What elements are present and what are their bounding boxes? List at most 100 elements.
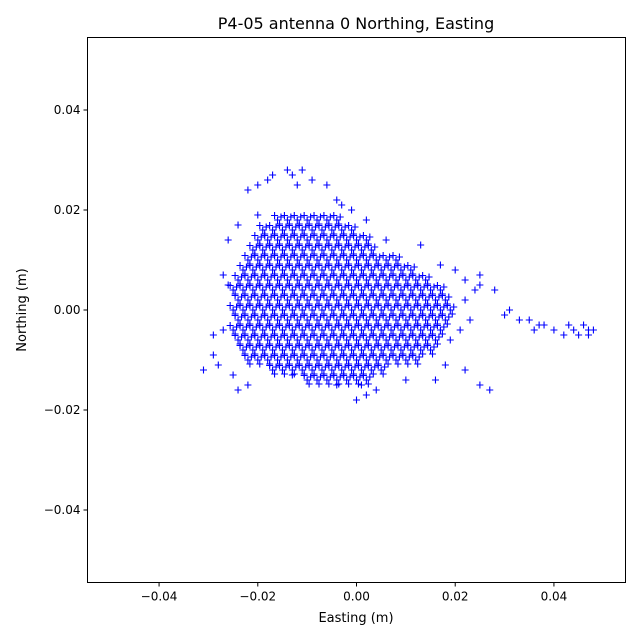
data-point — [302, 223, 310, 231]
data-point — [343, 256, 351, 264]
data-point — [307, 273, 315, 281]
data-point — [290, 252, 298, 259]
data-point — [302, 263, 310, 271]
data-point — [256, 322, 264, 329]
data-point — [346, 293, 354, 301]
data-point — [272, 303, 280, 311]
data-point — [392, 336, 400, 344]
data-point — [335, 322, 343, 329]
data-point — [433, 282, 441, 289]
data-point — [341, 323, 349, 331]
data-point — [297, 293, 305, 301]
data-point — [379, 252, 387, 259]
data-point — [293, 236, 301, 244]
data-point — [276, 282, 284, 289]
data-point — [292, 263, 300, 271]
data-point — [391, 323, 399, 331]
data-point — [333, 216, 341, 224]
data-point — [325, 302, 333, 309]
data-point — [280, 212, 288, 219]
data-point — [412, 356, 420, 364]
data-point — [395, 333, 403, 341]
data-point — [399, 272, 407, 279]
data-point — [362, 296, 370, 304]
data-point — [348, 306, 356, 314]
data-point — [364, 362, 372, 369]
data-point — [328, 366, 336, 374]
data-point — [374, 322, 382, 329]
data-point — [407, 346, 415, 354]
data-point — [351, 363, 359, 371]
data-point — [257, 273, 265, 281]
data-point — [433, 302, 441, 309]
data-point — [300, 312, 308, 319]
data-point — [350, 332, 358, 339]
data-point — [366, 353, 374, 361]
data-point — [277, 213, 285, 221]
data-point — [233, 283, 241, 291]
data-point — [415, 293, 423, 301]
data-point — [436, 326, 444, 334]
data-point — [305, 262, 313, 269]
data-point — [302, 283, 310, 291]
data-point — [441, 316, 449, 324]
data-point — [290, 292, 298, 299]
data-point — [362, 376, 370, 384]
data-point — [315, 380, 323, 388]
data-point — [313, 276, 321, 284]
data-point — [412, 296, 420, 304]
data-point — [259, 306, 267, 314]
data-point — [277, 333, 285, 341]
data-point — [394, 342, 402, 349]
data-point — [366, 373, 374, 381]
data-point — [313, 316, 321, 324]
data-point — [307, 253, 315, 261]
data-point — [353, 396, 360, 404]
data-point — [340, 232, 348, 239]
data-point — [272, 343, 280, 351]
data-point — [233, 323, 241, 331]
data-point — [353, 296, 360, 304]
data-point — [356, 273, 364, 281]
data-point — [328, 226, 336, 234]
data-point — [364, 322, 372, 329]
data-point — [435, 313, 443, 321]
data-point — [387, 306, 395, 314]
data-point — [234, 296, 242, 304]
data-point — [420, 283, 428, 291]
data-point — [345, 322, 353, 329]
data-point — [359, 332, 367, 339]
data-point — [446, 336, 454, 344]
data-point — [400, 343, 408, 351]
data-point — [340, 292, 348, 299]
data-point — [381, 363, 389, 371]
data-point — [303, 336, 311, 344]
data-point — [310, 332, 318, 339]
data-point — [372, 356, 380, 364]
data-point — [333, 356, 341, 364]
data-point — [407, 286, 415, 294]
data-point — [246, 342, 254, 349]
data-point — [214, 361, 222, 369]
data-point — [325, 222, 333, 229]
data-point — [345, 342, 353, 349]
data-point — [298, 326, 306, 334]
data-point — [320, 312, 328, 319]
data-point — [376, 333, 384, 341]
data-point — [237, 273, 245, 281]
data-point — [425, 313, 433, 321]
data-point — [343, 316, 351, 324]
data-point — [381, 263, 389, 271]
data-point — [343, 376, 351, 384]
data-point — [303, 236, 311, 244]
data-point — [419, 312, 427, 319]
data-point — [272, 363, 280, 371]
data-point — [417, 326, 425, 334]
data-point — [369, 292, 377, 299]
data-point — [267, 313, 275, 321]
data-point — [371, 343, 379, 351]
x-tick-label: 0.02 — [442, 590, 469, 604]
data-point — [414, 360, 422, 368]
data-point — [359, 352, 367, 359]
data-point — [246, 242, 254, 249]
